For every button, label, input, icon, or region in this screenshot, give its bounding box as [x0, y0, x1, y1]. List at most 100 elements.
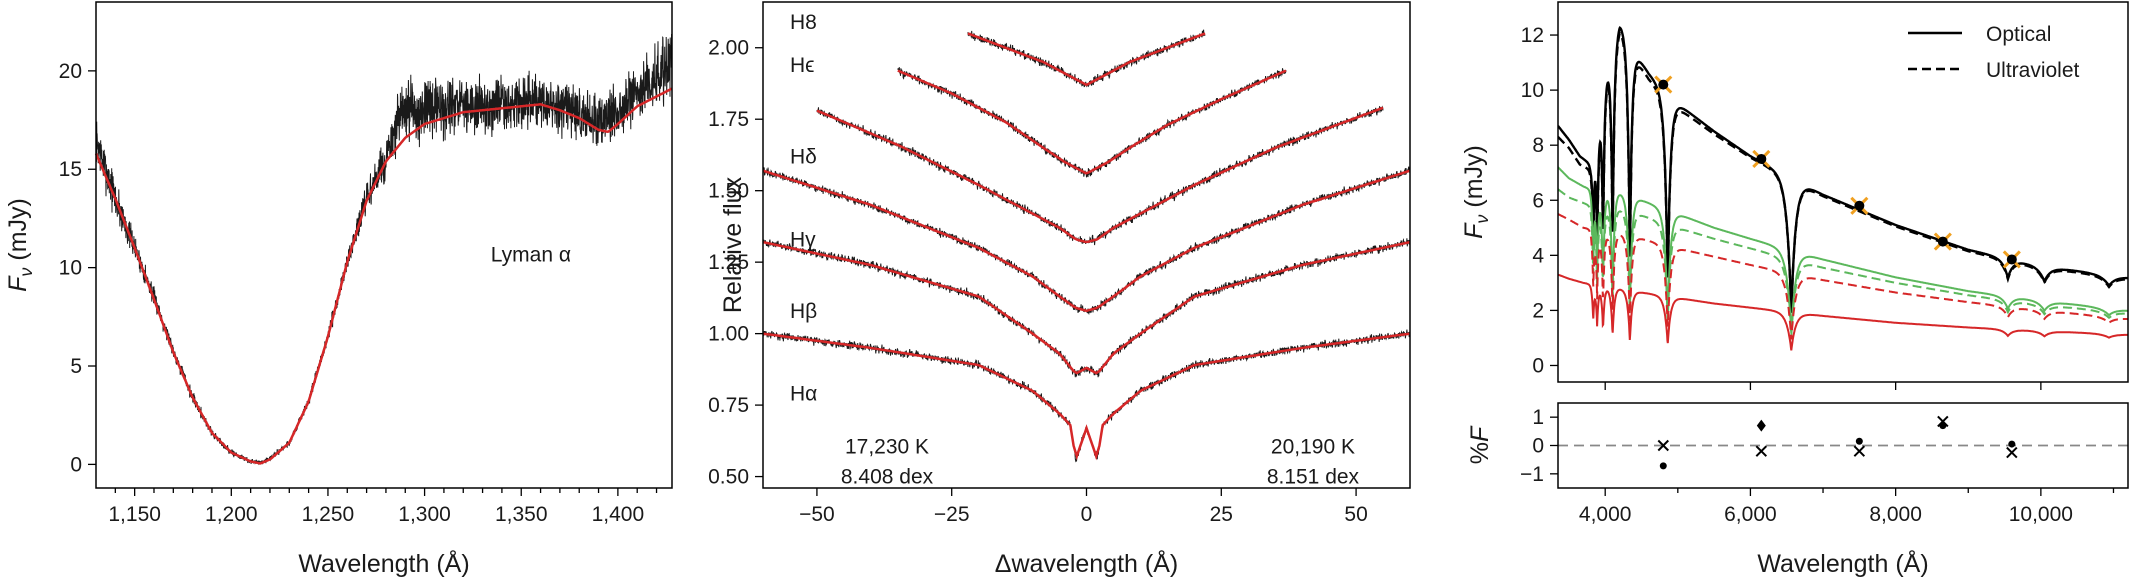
middle-x-tick-label: −50 [799, 503, 835, 526]
residual-x-ticks: 4,000 6,000 8,000 10,000 [1579, 488, 2073, 526]
middle-x-tick-label: 25 [1210, 503, 1233, 526]
hotter-ultraviolet-model-line [1558, 213, 2128, 340]
residual-x-stroke-b [1853, 445, 1866, 457]
lyman-alpha-annotation: Lyman α [491, 244, 571, 267]
residual-dot [2008, 440, 2016, 448]
balmer-observed-line [816, 105, 1384, 246]
balmer-model-line [897, 69, 1287, 175]
sed-y-tick-label: 8 [1532, 134, 1544, 157]
middle-x-tick-label: −25 [934, 503, 970, 526]
residual-x-stroke-b [2006, 446, 2018, 459]
residual-x-tick-label: 10,000 [2009, 503, 2073, 526]
residual-x-axis-label: Wavelength (Å) [1757, 548, 1928, 578]
legend: Optical Ultraviolet [1908, 23, 2080, 82]
photometry-point [1654, 75, 1673, 94]
sed-y-tick-label: 2 [1532, 299, 1544, 322]
residual-x-minor-ticks [1677, 488, 2115, 493]
cooler-ultraviolet-model-line [1558, 188, 2128, 336]
photometry-dot [1854, 200, 1865, 211]
panel-right-top-frame [1557, 1, 2129, 383]
fit-parameter-annotation: 20,190 K [1271, 436, 1355, 459]
residual-y-tick-label: 0 [1532, 435, 1544, 458]
middle-y-tick-label: 1.75 [708, 108, 749, 131]
left-y-tick-label: 20 [59, 60, 82, 83]
photometry-point [2002, 250, 2021, 269]
left-x-axis-label: Wavelength (Å) [298, 548, 469, 578]
panel-left-frame [95, 1, 673, 489]
middle-x-tick-label: 50 [1344, 503, 1367, 526]
left-x-tick-label: 1,300 [398, 503, 451, 526]
residual-dot [1939, 422, 1947, 430]
middle-x-axis-label: Δwavelength (Å) [995, 548, 1178, 578]
balmer-line-label: Hϵ [790, 54, 814, 77]
residual-dot [1659, 462, 1667, 470]
photometry-point [1850, 196, 1869, 215]
balmer-model-line [816, 106, 1384, 244]
balmer-observed-line [762, 166, 1411, 316]
middle-y-tick-label: 0.50 [708, 466, 749, 489]
residual-y-ticks: −1 0 1 [1520, 406, 1558, 486]
photometry-point [1933, 232, 1952, 251]
balmer-observed-line [967, 29, 1206, 88]
left-x-tick-label: 1,150 [108, 503, 161, 526]
middle-y-tick-label: 0.75 [708, 394, 749, 417]
middle-y-tick-label: 2.00 [708, 37, 749, 60]
left-x-tick-label: 1,350 [495, 503, 548, 526]
left-x-tick-label: 1,250 [302, 503, 355, 526]
panel-middle-frame [762, 1, 1411, 489]
sed-y-tick-label: 6 [1532, 189, 1544, 212]
residual-y-axis-label: %F [1466, 425, 1494, 464]
balmer-model-line [762, 240, 1411, 375]
residual-x-marker [1657, 439, 1669, 452]
left-y-ticks: 0 5 10 15 20 [59, 60, 96, 476]
photometry-dot [1937, 236, 1948, 247]
residual-x-marker [1853, 445, 1866, 457]
left-y-tick-label: 5 [70, 355, 82, 378]
observed-spectrum-line [95, 33, 673, 466]
photometry-point [1752, 149, 1771, 169]
left-y-tick-label: 15 [59, 158, 82, 181]
residual-y-tick-label: 1 [1532, 406, 1544, 429]
residual-x-stroke-b [1755, 445, 1768, 457]
left-y-tick-label: 0 [70, 453, 82, 476]
balmer-model-line [967, 32, 1206, 87]
left-y-tick-label: 10 [59, 257, 82, 280]
residual-x-marker [2006, 446, 2018, 459]
left-x-tick-label: 1,400 [592, 503, 645, 526]
middle-y-tick-label: 1.25 [708, 251, 749, 274]
sed-y-tick-label: 12 [1521, 24, 1544, 47]
residual-dot [1855, 437, 1863, 445]
photometry-dot [1658, 79, 1669, 90]
left-y-axis-label: Fν (mJy) [4, 198, 36, 292]
sed-y-tick-label: 4 [1532, 244, 1544, 267]
residual-x-tick-label: 8,000 [1869, 503, 1922, 526]
sed-x-ticks [1604, 382, 2042, 390]
left-x-ticks: 1,150 1,200 1,250 1,300 1,350 1,400 [108, 488, 644, 526]
cooler-optical-model-line [1558, 166, 2128, 333]
sed-y-tick-label: 10 [1521, 79, 1544, 102]
balmer-model-line [762, 332, 1411, 461]
residual-x-stroke-b [1657, 439, 1669, 452]
middle-x-ticks: −50 −25 0 25 50 [799, 488, 1368, 526]
residual-x-marker [1755, 445, 1768, 457]
sed-y-ticks: 0 2 4 6 8 10 12 [1521, 24, 1558, 377]
sed-y-tick-label: 0 [1532, 354, 1544, 377]
fit-parameter-annotation: 8.151 dex [1267, 466, 1360, 489]
residual-x-tick-label: 4,000 [1579, 503, 1632, 526]
middle-y-tick-label: 1.50 [708, 180, 749, 203]
left-x-minor-ticks [114, 488, 658, 493]
legend-label: Optical [1986, 23, 2051, 46]
photometry-dot [2006, 254, 2017, 265]
middle-y-ticks: 0.50 0.75 1.00 1.25 1.50 1.75 2.00 [708, 37, 763, 489]
fit-parameter-annotation: 17,230 K [845, 436, 929, 459]
sed-y-axis-label: Fν (mJy) [1460, 145, 1492, 239]
balmer-line-label: Hδ [790, 145, 817, 168]
balmer-line-label: Hα [790, 383, 817, 406]
balmer-line-label: Hβ [790, 300, 817, 323]
balmer-line-label: Hγ [790, 228, 816, 251]
residual-diamond [1756, 419, 1766, 432]
fit-parameter-annotation: 8.408 dex [841, 466, 934, 489]
photometry-dot [1756, 153, 1767, 164]
hotter-optical-model-line [1558, 273, 2128, 351]
